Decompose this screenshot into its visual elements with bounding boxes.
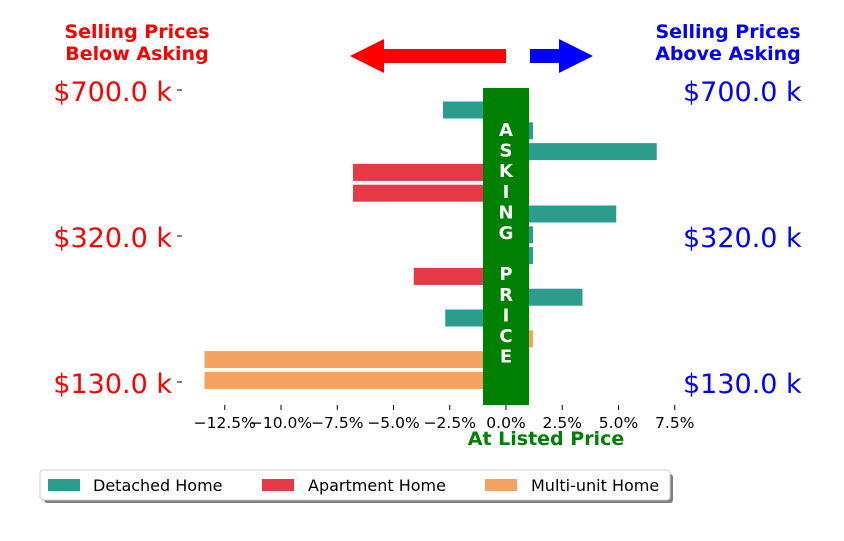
bar-13	[204, 371, 506, 389]
bar-3	[353, 163, 506, 181]
x-tick-label-7: 5.0%	[599, 414, 638, 432]
below-asking-title-line1: Selling Prices	[64, 21, 209, 43]
x-tick-label-4: −2.5%	[424, 414, 476, 432]
asking-letter-11: E	[500, 347, 512, 368]
asking-letter-7: P	[499, 264, 512, 285]
asking-letter-0: A	[499, 120, 513, 141]
asking-letter-5: G	[499, 223, 514, 244]
legend-swatch-multiunit	[485, 479, 517, 491]
bar-8	[413, 267, 506, 285]
price-label-left-top: $700.0 k	[53, 77, 172, 108]
price-label-right-top: $700.0 k	[683, 77, 802, 108]
right-arrow-icon	[530, 39, 593, 73]
asking-letter-10: C	[499, 326, 512, 347]
x-axis: −12.5%−10.0%−7.5% −5.0% −2.5% 0.0% 2.5% 5.0% 7…	[194, 405, 694, 432]
price-label-right-bottom: $130.0 k	[683, 369, 802, 400]
bar-5	[506, 205, 617, 223]
asking-letter-1: S	[500, 141, 513, 162]
x-tick-label-2: −7.5%	[311, 414, 363, 432]
x-axis-label: At Listed Price	[468, 428, 624, 450]
price-label-left-bottom: $130.0 k	[53, 369, 172, 400]
legend-swatch-apartment	[262, 479, 294, 491]
bar-4	[353, 184, 506, 202]
bar-2	[506, 143, 657, 161]
x-tick-label-1: −10.0%	[250, 414, 312, 432]
legend-label-multiunit: Multi-unit Home	[531, 476, 659, 495]
legend-box	[39, 469, 671, 501]
asking-letter-4: N	[498, 202, 513, 223]
legend-label-apartment: Apartment Home	[308, 476, 446, 495]
above-asking-title-line2: Above Asking	[655, 43, 801, 65]
price-label-left-middle: $320.0 k	[53, 223, 172, 254]
legend: Detached Home Apartment Home Multi-unit …	[39, 469, 673, 503]
left-arrow-icon	[350, 39, 506, 73]
x-tick-label-8: 7.5%	[655, 414, 694, 432]
legend-label-detached: Detached Home	[93, 476, 223, 495]
x-tick-label-0: −12.5%	[194, 414, 256, 432]
bar-12	[204, 351, 506, 369]
asking-letter-9: I	[503, 305, 510, 326]
bars-group	[204, 101, 657, 389]
x-tick-label-5: 0.0%	[486, 414, 525, 432]
asking-price-band	[483, 88, 529, 405]
legend-swatch-detached	[48, 479, 80, 491]
above-asking-title-line1: Selling Prices	[655, 21, 800, 43]
below-asking-title-line2: Below Asking	[65, 43, 208, 65]
asking-letter-2: K	[499, 161, 514, 182]
x-tick-label-3: −5.0%	[367, 414, 419, 432]
asking-letter-8: R	[499, 285, 513, 306]
x-tick-label-6: 2.5%	[543, 414, 582, 432]
price-label-right-middle: $320.0 k	[683, 223, 802, 254]
asking-letter-3: I	[503, 182, 510, 203]
